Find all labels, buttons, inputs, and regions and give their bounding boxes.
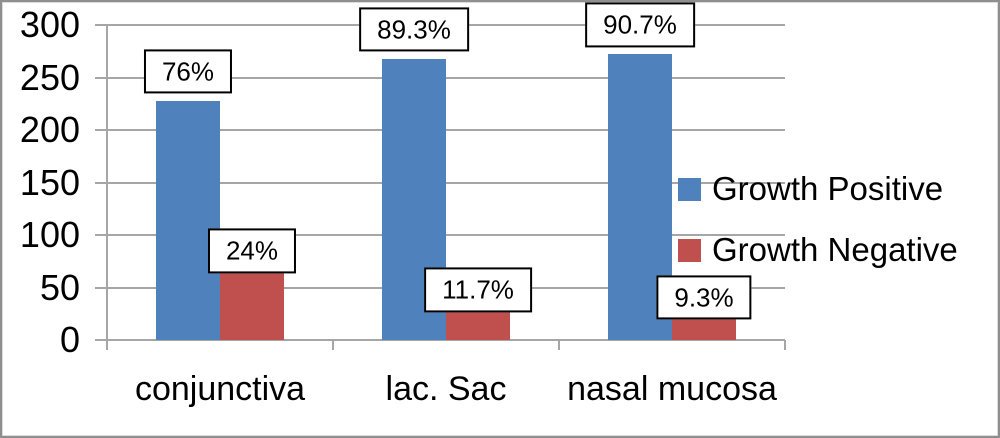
y-axis-tick-label: 250 — [19, 56, 80, 98]
x-axis-tick — [558, 340, 560, 350]
category-label: conjunctiva — [134, 370, 306, 408]
y-axis-tick-label: 150 — [19, 161, 80, 203]
category-label: lac. Sac — [385, 370, 507, 408]
legend-label-growth-negative: Growth Negative — [712, 231, 958, 268]
legend-swatch-negative-icon — [678, 238, 701, 262]
x-axis-tick — [784, 340, 786, 350]
data-label: 9.3% — [656, 275, 752, 320]
x-axis-tick — [332, 340, 334, 350]
y-axis-tick-label: 50 — [39, 266, 80, 308]
legend-swatch-positive-icon — [678, 177, 701, 201]
data-label: 24% — [207, 228, 297, 274]
gridline — [95, 339, 785, 341]
y-axis-tick-label: 200 — [19, 109, 80, 150]
data-label: 11.7% — [424, 267, 532, 313]
legend-item-growth-positive: Growth Positive — [678, 170, 958, 207]
legend-item-growth-negative: Growth Negative — [678, 231, 958, 268]
y-axis-tick-label: 0 — [59, 319, 80, 360]
y-axis-tick-label: 300 — [19, 4, 80, 45]
legend-label-growth-positive: Growth Positive — [712, 170, 944, 207]
data-label: 89.3% — [359, 7, 469, 52]
data-label: 76% — [143, 49, 233, 94]
category-label: nasal mucosa — [567, 370, 777, 408]
data-label: 90.7% — [585, 2, 695, 48]
bar-growth-negative — [220, 264, 284, 340]
y-axis-line — [106, 25, 108, 350]
x-axis-tick — [106, 340, 108, 350]
y-axis-tick-label: 100 — [19, 214, 80, 255]
bar-growth-positive — [156, 100, 220, 340]
legend: Growth Positive Growth Negative — [678, 170, 958, 294]
